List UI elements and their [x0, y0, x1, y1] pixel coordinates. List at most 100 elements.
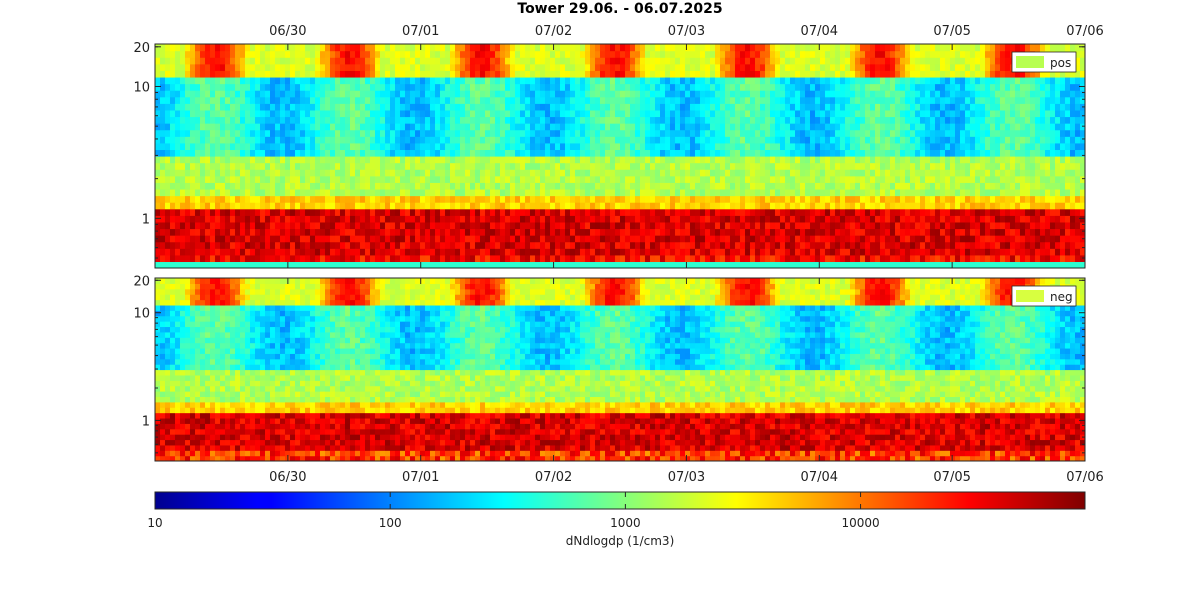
- heatmap-cell: [375, 169, 381, 177]
- heatmap-cell: [705, 261, 711, 268]
- heatmap-cell: [405, 123, 411, 131]
- heatmap-cell: [340, 208, 346, 216]
- heatmap-cell: [810, 76, 816, 85]
- heatmap-cell: [695, 235, 701, 243]
- heatmap-cell: [260, 123, 266, 131]
- heatmap-cell: [550, 63, 556, 71]
- heatmap-cell: [335, 202, 341, 210]
- heatmap-cell: [230, 123, 236, 131]
- heatmap-cell: [735, 261, 741, 268]
- heatmap-cell: [835, 90, 841, 98]
- heatmap-cell: [180, 142, 186, 151]
- heatmap-cell: [475, 70, 481, 78]
- heatmap-cell: [660, 162, 666, 170]
- heatmap-cell: [590, 76, 596, 85]
- heatmap-cell: [595, 109, 601, 118]
- heatmap-cell: [220, 129, 226, 137]
- heatmap-cell: [440, 50, 446, 58]
- heatmap-cell: [285, 221, 291, 230]
- heatmap-cell: [525, 254, 531, 263]
- heatmap-cell: [255, 116, 261, 124]
- heatmap-cell: [290, 63, 296, 71]
- heatmap-cell: [330, 188, 336, 197]
- heatmap-cell: [650, 195, 656, 203]
- heatmap-cell: [815, 90, 821, 98]
- heatmap-cell: [840, 83, 846, 91]
- heatmap-cell: [485, 182, 491, 190]
- heatmap-cell: [165, 57, 171, 65]
- heatmap-cell: [465, 235, 471, 243]
- heatmap-cell: [855, 136, 861, 144]
- heatmap-cell: [280, 248, 286, 256]
- heatmap-cell: [830, 175, 836, 183]
- heatmap-cell: [640, 156, 646, 164]
- heatmap-cell: [405, 156, 411, 164]
- heatmap-cell: [435, 261, 441, 268]
- heatmap-cell: [535, 90, 541, 98]
- heatmap-cell: [370, 261, 376, 268]
- heatmap-cell: [700, 57, 706, 65]
- heatmap-cell: [865, 76, 871, 85]
- heatmap-cell: [445, 57, 451, 65]
- heatmap-cell: [520, 169, 526, 177]
- heatmap-cell: [690, 83, 696, 91]
- heatmap-cell: [180, 136, 186, 144]
- heatmap-cell: [535, 202, 541, 210]
- heatmap-cell: [775, 208, 781, 216]
- heatmap-cell: [220, 63, 226, 71]
- heatmap-cell: [540, 149, 546, 157]
- heatmap-cell: [430, 44, 436, 52]
- heatmap-cell: [680, 182, 686, 190]
- heatmap-cell: [645, 241, 651, 249]
- heatmap-cell: [355, 96, 361, 104]
- heatmap-cell: [870, 241, 876, 249]
- heatmap-cell: [390, 248, 396, 256]
- heatmap-cell: [855, 57, 861, 65]
- heatmap-cell: [590, 50, 596, 58]
- heatmap-cell: [660, 169, 666, 177]
- heatmap-cell: [160, 162, 166, 170]
- heatmap-cell: [675, 221, 681, 230]
- heatmap-cell: [680, 235, 686, 243]
- heatmap-cell: [440, 109, 446, 118]
- heatmap-cell: [625, 248, 631, 256]
- heatmap-cell: [170, 63, 176, 71]
- heatmap-cell: [185, 103, 191, 111]
- heatmap-cell: [190, 156, 196, 164]
- heatmap-cell: [850, 129, 856, 137]
- heatmap-cell: [880, 123, 886, 131]
- heatmap-cell: [390, 90, 396, 98]
- heatmap-cell: [235, 76, 241, 85]
- heatmap-cell: [745, 116, 751, 124]
- heatmap-cell: [255, 202, 261, 210]
- heatmap-cell: [625, 202, 631, 210]
- heatmap-cell: [450, 76, 456, 85]
- heatmap-cell: [385, 235, 391, 243]
- heatmap-cell: [385, 188, 391, 197]
- heatmap-cell: [825, 156, 831, 164]
- heatmap-cell: [250, 235, 256, 243]
- heatmap-cell: [180, 202, 186, 210]
- heatmap-cell: [855, 195, 861, 203]
- heatmap-cell: [850, 109, 856, 118]
- heatmap-cell: [875, 123, 881, 131]
- heatmap-cell: [410, 235, 416, 243]
- heatmap-cell: [385, 261, 391, 268]
- heatmap-cell: [255, 96, 261, 104]
- heatmap-cell: [865, 241, 871, 249]
- heatmap-cell: [710, 235, 716, 243]
- heatmap-cell: [785, 116, 791, 124]
- heatmap-cell: [465, 44, 471, 52]
- heatmap-cell: [615, 116, 621, 124]
- heatmap-cell: [230, 228, 236, 236]
- heatmap-cell: [775, 129, 781, 137]
- heatmap-cell: [680, 248, 686, 256]
- heatmap-cell: [225, 195, 231, 203]
- heatmap-cell: [790, 103, 796, 111]
- heatmap-cell: [485, 90, 491, 98]
- heatmap-cell: [155, 50, 161, 58]
- heatmap-cell: [645, 188, 651, 197]
- heatmap-cell: [540, 156, 546, 164]
- heatmap-cell: [575, 202, 581, 210]
- heatmap-cell: [280, 221, 286, 230]
